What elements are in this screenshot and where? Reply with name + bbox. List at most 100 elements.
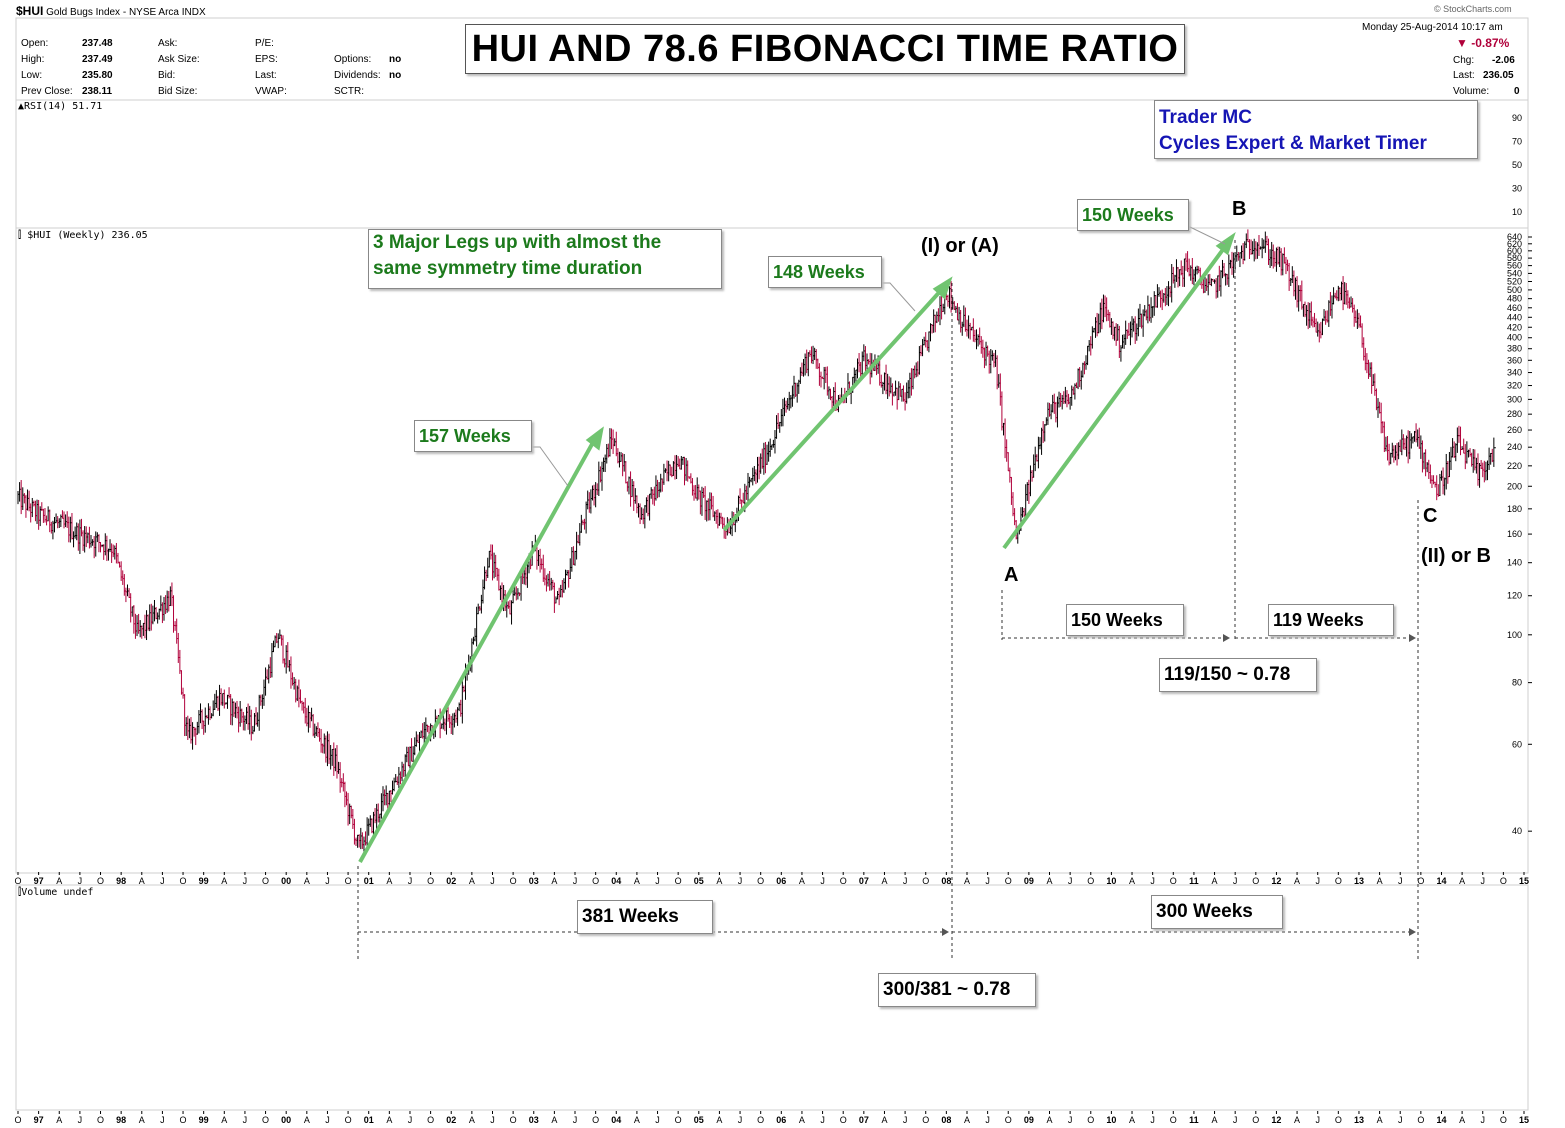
x-tick-label: A xyxy=(304,1115,310,1125)
rsi-y-axis: 90 70 50 30 10 xyxy=(1512,113,1522,217)
y-tick-label: 240 xyxy=(1507,442,1522,452)
x-tick-label: A xyxy=(1459,1115,1465,1125)
y-tick-label: 640 xyxy=(1507,232,1522,242)
x-tick-label: O xyxy=(345,876,352,886)
y-tick-label: 60 xyxy=(1512,739,1522,749)
x-tick-label: 14 xyxy=(1436,1115,1446,1125)
x-tick-label: 05 xyxy=(694,1115,704,1125)
wave-label-I-A: (I) or (A) xyxy=(921,235,999,257)
x-tick-label: 98 xyxy=(116,876,126,886)
x-tick-label: J xyxy=(903,876,908,886)
x-tick-label: 99 xyxy=(199,876,209,886)
last-value: 236.05 xyxy=(1483,70,1514,81)
chart-title: HUI AND 78.6 FIBONACCI TIME RATIO xyxy=(471,28,1179,70)
x-tick-label: A xyxy=(634,1115,640,1125)
quote-value: 237.49 xyxy=(82,54,113,65)
x-axis-volume: O 97 A J O 98 A J O 99 A J O 00 A J O 01 A J O 02 A J O 03 A J O 04 A J… xyxy=(14,1111,1529,1125)
y-tick-label: 280 xyxy=(1507,409,1522,419)
x-tick-label: O xyxy=(510,876,517,886)
x-tick-label: 98 xyxy=(116,1115,126,1125)
x-tick-label: J xyxy=(243,1115,248,1125)
x-tick-label: J xyxy=(325,1115,330,1125)
x-tick-label: A xyxy=(881,876,887,886)
x-tick-label: O xyxy=(1417,876,1424,886)
x-tick-label: J xyxy=(1150,1115,1155,1125)
ratio-small-callout: 119/150 ~ 0.78 xyxy=(1159,658,1317,692)
quote-label: VWAP: xyxy=(255,86,287,97)
x-tick-label: 00 xyxy=(281,1115,291,1125)
x-tick-label: O xyxy=(1252,1115,1259,1125)
x-tick-label: 10 xyxy=(1106,876,1116,886)
y-tick-label: 480 xyxy=(1507,294,1522,304)
y-tick-label: 500 xyxy=(1507,285,1522,295)
volume-panel-label: ⫿Volume undef xyxy=(18,887,94,898)
quote-label: Ask Size: xyxy=(158,54,200,65)
y-tick-label: 540 xyxy=(1507,268,1522,278)
x-tick-label: A xyxy=(551,876,557,886)
x-tick-label: A xyxy=(964,876,970,886)
x-tick-label: O xyxy=(840,876,847,886)
x-tick-label: A xyxy=(139,1115,145,1125)
x-axis-price: O 97 A J O 98 A J O 99 A J O 00 A J O 01 A J O 02 A J O 03 A J O 04 A J… xyxy=(14,872,1529,886)
price-label-text: $HUI (Weekly) 236.05 xyxy=(27,230,148,241)
price-series xyxy=(17,229,1496,854)
y-tick-label: 100 xyxy=(1507,630,1522,640)
time-measures xyxy=(357,240,1419,960)
x-tick-label: A xyxy=(799,1115,805,1125)
x-tick-label: O xyxy=(1417,1115,1424,1125)
rsi-tick-label: 30 xyxy=(1512,184,1522,194)
x-tick-label: A xyxy=(56,1115,62,1125)
symbol-name: Gold Bugs Index - NYSE Arca INDX xyxy=(46,7,206,18)
y-tick-label: 320 xyxy=(1507,381,1522,391)
x-tick-label: 12 xyxy=(1271,876,1281,886)
x-tick-label: O xyxy=(1087,876,1094,886)
quote-label: SCTR: xyxy=(334,86,364,97)
x-tick-label: 12 xyxy=(1271,1115,1281,1125)
y-tick-label: 120 xyxy=(1507,591,1522,601)
y-tick-label: 600 xyxy=(1507,246,1522,256)
leg1-line xyxy=(358,436,598,863)
x-tick-label: A xyxy=(1212,1115,1218,1125)
x-tick-label: J xyxy=(820,1115,825,1125)
x-tick-label: J xyxy=(325,876,330,886)
x-tick-label: J xyxy=(655,1115,660,1125)
x-tick-label: 07 xyxy=(859,876,869,886)
x-tick-label: 13 xyxy=(1354,1115,1364,1125)
leg3-callout: 150 Weeks xyxy=(1077,199,1189,231)
quote-label: Low: xyxy=(21,70,43,81)
span-300-callout: 300 Weeks xyxy=(1151,895,1283,929)
x-tick-label: O xyxy=(1335,1115,1342,1125)
x-tick-label: O xyxy=(1087,1115,1094,1125)
x-tick-label: A xyxy=(221,876,227,886)
x-tick-label: O xyxy=(840,1115,847,1125)
symbol: $HUI xyxy=(16,4,44,18)
x-tick-label: 03 xyxy=(529,1115,539,1125)
leg1-pointer xyxy=(530,446,569,487)
x-tick-label: 02 xyxy=(446,876,456,886)
trend-legs xyxy=(358,231,1236,863)
leg2-line xyxy=(722,285,946,532)
x-tick-label: 08 xyxy=(941,876,951,886)
x-tick-label: 00 xyxy=(281,876,291,886)
wave-label-B: B xyxy=(1232,198,1247,220)
x-tick-label: O xyxy=(262,876,269,886)
x-tick-label: A xyxy=(1129,876,1135,886)
y-tick-label: 580 xyxy=(1507,253,1522,263)
x-tick-label: 07 xyxy=(859,1115,869,1125)
x-tick-label: 06 xyxy=(776,876,786,886)
y-tick-label: 520 xyxy=(1507,276,1522,286)
x-tick-label: J xyxy=(243,876,248,886)
legs-note: 3 Major Legs up with almost the same sym… xyxy=(368,229,722,289)
x-tick-label: A xyxy=(1046,1115,1052,1125)
y-tick-label: 260 xyxy=(1507,425,1522,435)
leg3-line xyxy=(1002,242,1229,550)
x-tick-label: J xyxy=(985,1115,990,1125)
x-tick-label: O xyxy=(1005,1115,1012,1125)
x-tick-label: J xyxy=(1480,1115,1485,1125)
x-tick-label: J xyxy=(1068,876,1073,886)
x-tick-label: A xyxy=(551,1115,557,1125)
legs-note-line2: same symmetry time duration xyxy=(373,258,643,279)
quote-value: no xyxy=(389,54,402,65)
x-tick-label: A xyxy=(221,1115,227,1125)
